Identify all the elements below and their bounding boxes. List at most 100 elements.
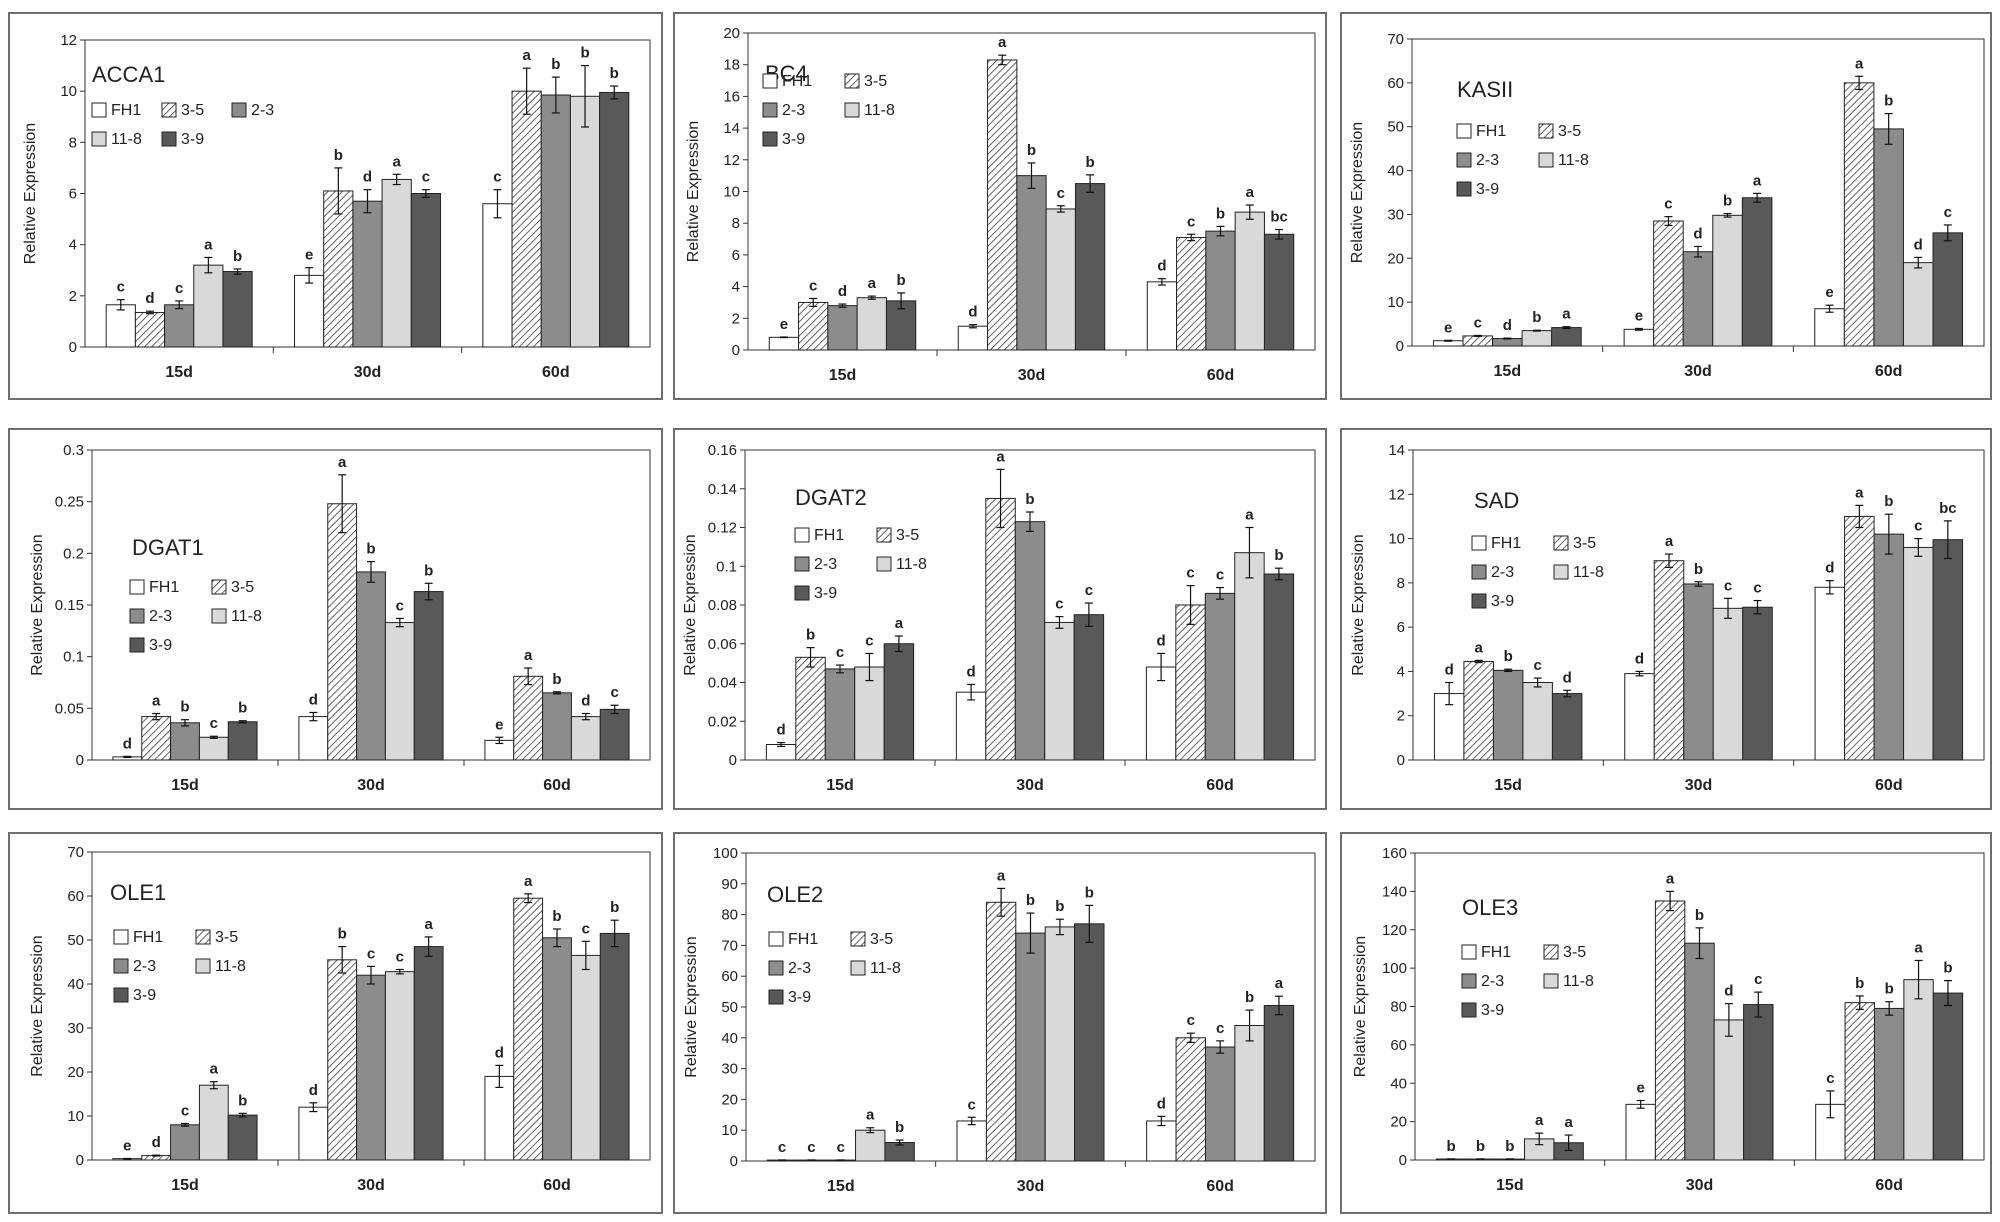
bar-3-5-15d [798,301,829,351]
error-bar [894,635,903,653]
y-axis-label: Relative Expression [1349,122,1366,263]
significance-letter: a [1562,306,1571,323]
x-category-label: 60d [1206,1178,1234,1195]
legend-swatch-3-5 [1538,123,1554,139]
y-tick-label: 30 [67,1020,84,1037]
bar-3-9-30d [1742,606,1773,761]
significance-letter: b [1505,1138,1514,1155]
bar-11-8-30d [1044,621,1075,761]
error-bar [968,324,977,329]
legend-swatch-3-5 [844,73,860,89]
significance-letter: a [338,454,347,471]
significance-letter: c [1914,518,1922,535]
significance-letter: d [968,304,977,321]
significance-letter: c [1753,580,1761,597]
y-tick-label: 0.06 [708,636,737,653]
error-bar [152,712,161,721]
y-tick-label: 160 [1382,845,1407,862]
significance-letter: c [396,597,404,614]
legend-label: FH1 [1476,123,1506,140]
error-bar [305,267,314,284]
bar-2-3-60d [1204,1046,1236,1162]
bar-11-8-15d [1522,682,1553,761]
significance-letter: c [582,920,590,937]
error-bar [1216,225,1225,237]
y-axis-label: Relative Expression [682,534,699,675]
bar-3-5-30d [323,190,354,348]
significance-letter: b [233,248,242,265]
chart-svg-ole2: 0 10 20 30 40 50 60 70 80 90 100 Relative Expressio… [683,845,1316,1195]
error-bar [1444,339,1453,342]
bar-3-5-60d [511,90,542,348]
significance-letter: c [1055,596,1063,613]
error-bar [1943,979,1952,1007]
legend-label: 11-8 [864,102,895,119]
legend-swatch-2-3 [231,102,247,118]
y-tick-label: 20 [1387,250,1404,267]
error-bar [967,1116,976,1126]
significance-letter: b [1025,491,1034,508]
bar-11-8-60d [1903,979,1934,1161]
x-category-label: 60d [1875,1177,1903,1194]
error-bar [204,256,213,274]
x-category-label: 15d [829,367,857,384]
y-tick-label: 0.05 [55,700,84,717]
error-bar [1753,192,1762,203]
significance-letter: a [524,873,533,890]
error-bar [1694,245,1702,258]
y-tick-label: 0.14 [708,481,737,498]
error-bar [116,299,125,311]
y-tick-label: 100 [1382,960,1407,977]
error-bar [836,664,844,674]
significance-letter: a [1275,975,1284,992]
y-tick-label: 0.12 [708,520,737,537]
error-bar [1694,581,1703,587]
y-tick-label: 0.25 [55,494,84,511]
y-tick-label: 0 [76,752,84,769]
error-bar [493,189,502,219]
significance-letter: a [524,647,533,664]
y-tick-label: 0 [1396,338,1404,355]
error-bar [1186,1032,1195,1044]
chart-title: KASII [1457,77,1513,102]
error-bar [997,887,1006,917]
significance-letter: d [838,283,847,300]
legend-swatch-2-3 [794,556,810,572]
y-tick-label: 10 [60,83,77,100]
significance-letter: c [1187,213,1195,230]
legend-swatch-3-5 [195,929,211,945]
error-bar [1473,334,1482,337]
legend-label: 2-3 [814,556,837,573]
error-bar [309,1102,318,1113]
bar-FH1-30d [1624,673,1655,761]
y-tick-label: 4 [1397,663,1405,680]
error-bar [123,755,132,759]
significance-letter: b [1216,205,1225,222]
error-bar [522,67,531,115]
bar-2-3-30d [1682,251,1714,347]
error-bar [1914,959,1923,1000]
chart-svg-ole3: 0 20 40 60 80 100 120 140 160 Relative Expression… [1352,845,1985,1194]
error-bar [806,647,815,668]
significance-letter: b [610,899,619,916]
significance-letter: a [996,448,1005,465]
significance-letter: d [1503,317,1512,334]
y-tick-label: 8 [1397,575,1405,592]
significance-letter: b [180,699,189,716]
significance-letter: bc [1270,209,1288,226]
bar-3-9-60d [1263,233,1295,351]
legend-swatch-11-8 [211,608,227,624]
chart-title: OLE3 [1462,895,1518,920]
error-bar [1245,204,1254,220]
chart-title: DGAT2 [795,485,867,510]
error-bar [1474,659,1483,664]
bar-2-3-60d [1205,230,1236,351]
y-tick-label: 12 [723,152,740,169]
legend-swatch-3-5 [850,931,866,947]
significance-letter: b [1723,193,1732,210]
y-tick-label: 40 [67,976,84,993]
error-bar [1695,927,1704,960]
chart-title: OLE1 [110,880,166,905]
y-tick-label: 10 [723,184,740,201]
significance-letter: a [393,153,402,170]
